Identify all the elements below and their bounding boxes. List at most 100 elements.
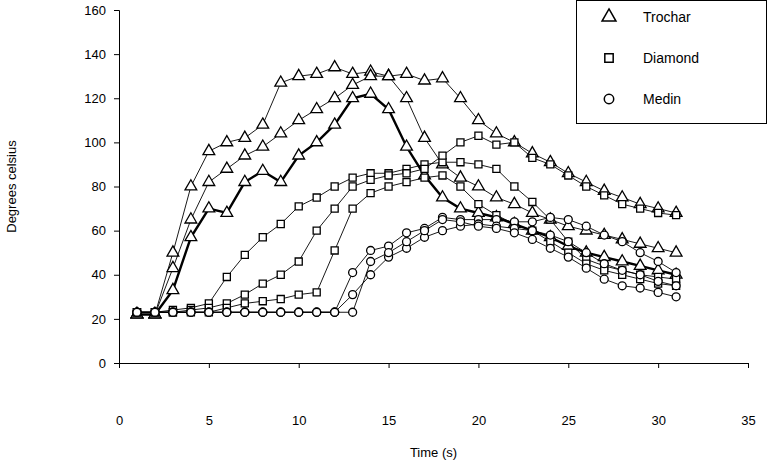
marker xyxy=(167,283,179,293)
series-line xyxy=(137,136,676,313)
marker xyxy=(131,308,143,318)
marker xyxy=(277,308,285,316)
marker xyxy=(403,229,411,237)
marker xyxy=(349,269,357,277)
series-markers xyxy=(133,172,679,316)
marker xyxy=(598,250,610,260)
marker xyxy=(437,72,449,82)
x-tick: 0 xyxy=(116,363,123,428)
x-tick-mark xyxy=(748,363,749,368)
x-tick: 5 xyxy=(206,363,213,428)
marker xyxy=(259,234,266,241)
marker xyxy=(618,282,626,290)
marker xyxy=(187,308,195,316)
marker xyxy=(529,227,536,234)
legend-box xyxy=(577,1,767,124)
marker xyxy=(385,172,392,179)
marker xyxy=(582,222,590,230)
marker xyxy=(528,218,536,226)
marker xyxy=(419,131,431,141)
marker xyxy=(149,308,161,318)
y-tick-label: 60 xyxy=(92,223,106,238)
legend-label: Diamond xyxy=(643,50,699,66)
marker xyxy=(133,308,141,316)
x-tick-mark xyxy=(209,363,210,368)
marker xyxy=(616,255,628,265)
marker xyxy=(259,308,267,316)
marker xyxy=(187,309,194,316)
marker xyxy=(582,264,590,272)
marker xyxy=(365,87,377,97)
marker xyxy=(203,175,215,185)
y-tick-label: 0 xyxy=(99,356,106,371)
marker xyxy=(457,159,464,166)
x-tick-mark xyxy=(119,363,120,368)
y-tick-label: 100 xyxy=(84,135,106,150)
marker xyxy=(491,191,503,201)
series-line xyxy=(137,175,676,312)
y-tick: 80 xyxy=(92,179,119,194)
series-markers xyxy=(133,159,679,316)
series-markers xyxy=(133,216,680,317)
y-tick: 40 xyxy=(92,267,119,282)
marker xyxy=(241,291,248,298)
x-tick-mark xyxy=(478,363,479,368)
marker xyxy=(634,259,646,269)
marker xyxy=(151,309,158,316)
marker xyxy=(493,165,500,172)
marker xyxy=(239,175,251,185)
marker xyxy=(347,67,359,77)
marker xyxy=(295,203,302,210)
marker xyxy=(619,267,626,274)
marker xyxy=(349,205,356,212)
y-tick: 120 xyxy=(84,91,119,106)
marker xyxy=(223,273,230,280)
marker xyxy=(385,249,393,257)
x-axis-title: Time (s) xyxy=(410,445,457,460)
marker xyxy=(670,246,682,256)
legend-marker xyxy=(602,9,616,21)
y-tick-label: 140 xyxy=(84,47,106,62)
marker xyxy=(295,291,302,298)
marker xyxy=(331,308,339,316)
marker xyxy=(457,139,464,146)
marker xyxy=(654,258,662,266)
marker xyxy=(205,308,213,316)
marker xyxy=(293,149,305,159)
marker xyxy=(131,308,143,318)
marker xyxy=(383,69,395,79)
marker xyxy=(275,76,287,86)
marker xyxy=(583,183,590,190)
marker xyxy=(277,308,285,316)
marker xyxy=(438,216,446,224)
marker xyxy=(634,237,646,247)
marker xyxy=(473,180,485,190)
marker xyxy=(133,309,140,316)
legend-marker xyxy=(604,94,613,103)
marker xyxy=(637,205,644,212)
marker xyxy=(205,308,213,316)
marker xyxy=(349,291,357,299)
x-tick-label: 0 xyxy=(116,413,123,428)
x-tick-label: 25 xyxy=(562,413,576,428)
marker xyxy=(295,308,303,316)
x-tick: 30 xyxy=(651,363,665,428)
marker xyxy=(600,275,608,283)
marker xyxy=(241,308,249,316)
marker xyxy=(511,183,518,190)
marker xyxy=(277,295,284,302)
marker xyxy=(185,213,197,223)
marker xyxy=(167,246,179,256)
marker xyxy=(169,309,176,316)
marker xyxy=(582,249,590,257)
marker xyxy=(295,258,302,265)
x-tick-label: 35 xyxy=(741,413,755,428)
marker xyxy=(655,209,662,216)
marker xyxy=(475,161,482,168)
marker xyxy=(492,224,500,232)
x-tick: 25 xyxy=(562,363,576,428)
marker xyxy=(349,183,356,190)
y-tick: 100 xyxy=(84,135,119,150)
marker xyxy=(475,132,482,139)
marker xyxy=(385,183,392,190)
